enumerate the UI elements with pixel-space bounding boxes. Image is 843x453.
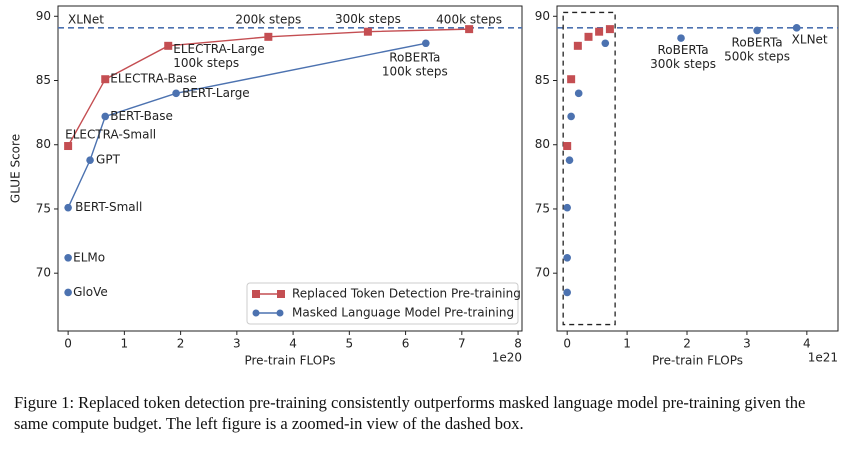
point-label: GloVe <box>73 285 108 299</box>
point-label: ELECTRA-Small <box>65 128 156 142</box>
y-tick-label: 85 <box>535 73 550 87</box>
plot-frame <box>556 5 839 332</box>
x-tick-label: 0 <box>563 337 571 351</box>
x-tick-label: 8 <box>514 337 522 351</box>
point-label: 300k steps <box>335 12 401 26</box>
point-label: 400k steps <box>436 13 502 27</box>
point-label: ELMo <box>73 250 105 264</box>
point-label: RoBERTa 100k steps <box>382 50 448 78</box>
marker <box>574 89 583 98</box>
marker <box>567 112 575 121</box>
x-tick-label: 0 <box>64 337 72 351</box>
point-label: BERT-Base <box>110 109 173 123</box>
zoom-box <box>562 11 616 326</box>
y-tick-label: 70 <box>535 266 550 280</box>
legend-marker <box>276 309 284 317</box>
marker <box>64 253 72 262</box>
marker <box>64 142 73 151</box>
legend-box <box>246 282 519 325</box>
y-tick-label: 75 <box>535 201 550 215</box>
y-tick-label: 80 <box>36 137 51 151</box>
x-tick-label: 3 <box>743 337 751 351</box>
marker <box>64 288 72 297</box>
marker <box>465 25 474 34</box>
x-tick-label: 4 <box>803 337 811 351</box>
x-axis-label: Pre-train FLOPs <box>652 354 743 368</box>
marker <box>565 156 574 164</box>
point-label: XLNet <box>792 32 828 46</box>
x-tick-label: 2 <box>177 337 185 351</box>
x-tick-label: 5 <box>346 337 354 351</box>
marker <box>595 27 604 36</box>
marker <box>563 142 572 151</box>
marker <box>164 41 173 50</box>
marker <box>363 27 372 36</box>
caption: Figure 1: Replaced token detection pre-t… <box>14 393 806 433</box>
marker <box>677 34 685 42</box>
legend-label: Replaced Token Detection Pre-training <box>292 287 521 301</box>
y-tick-label: 80 <box>535 137 550 151</box>
marker <box>563 203 571 212</box>
y-axis-label: GLUE Score <box>9 134 23 203</box>
marker <box>601 39 610 48</box>
x-tick-label: 3 <box>233 337 241 351</box>
legend-marker <box>252 290 260 298</box>
x-tick-label: 1 <box>121 337 129 351</box>
marker <box>753 26 761 35</box>
marker <box>101 75 110 84</box>
x-tick-label: 7 <box>458 337 466 351</box>
plot-area <box>557 11 838 326</box>
marker <box>573 41 582 50</box>
marker <box>563 288 571 297</box>
point-label: ELECTRA-Large 100k steps <box>173 41 264 69</box>
marker <box>264 32 273 41</box>
series-line <box>67 42 426 208</box>
chart: 70 75 80 85 90 0 1 2 3 4 5 6 7 8 Pre-train FLOPs 1e20 GL… <box>9 5 839 368</box>
x-offset-label: 1e21 <box>808 351 838 365</box>
x-tick-label: 1 <box>623 337 631 351</box>
marker <box>792 24 801 32</box>
y-tick-label: 90 <box>535 9 550 23</box>
series-line <box>67 28 470 147</box>
x-tick-label: 6 <box>402 337 410 351</box>
marker <box>584 32 593 41</box>
marker <box>605 25 614 34</box>
marker <box>422 39 430 48</box>
x-tick-label: 2 <box>683 337 691 351</box>
legend-label: Masked Language Model Pre-training <box>292 306 514 320</box>
marker <box>101 112 110 121</box>
marker <box>563 253 571 262</box>
y-tick-label: 90 <box>36 9 51 23</box>
point-label: ELECTRA-Base <box>110 72 196 86</box>
plot-frame <box>57 5 523 332</box>
reference-label: XLNet <box>68 12 104 26</box>
y-tick-label: 75 <box>36 201 51 215</box>
marker <box>86 156 94 164</box>
marker <box>172 89 180 98</box>
legend-marker <box>252 309 260 317</box>
y-tick-label: 70 <box>36 266 51 280</box>
marker <box>567 75 576 84</box>
point-label: BERT-Large <box>182 86 250 100</box>
x-axis-label: Pre-train FLOPs <box>244 354 335 368</box>
marker <box>64 203 72 212</box>
y-tick-label: 85 <box>36 73 51 87</box>
legend-marker <box>277 290 285 298</box>
point-label: 200k steps <box>235 12 301 26</box>
point-label: RoBERTa 500k steps <box>724 35 790 63</box>
point-label: GPT <box>96 153 121 167</box>
point-label: BERT-Small <box>75 200 142 214</box>
x-offset-label: 1e20 <box>492 351 522 365</box>
plot-area <box>58 25 522 297</box>
point-label: RoBERTa 300k steps <box>650 43 716 71</box>
x-tick-label: 4 <box>289 337 297 351</box>
